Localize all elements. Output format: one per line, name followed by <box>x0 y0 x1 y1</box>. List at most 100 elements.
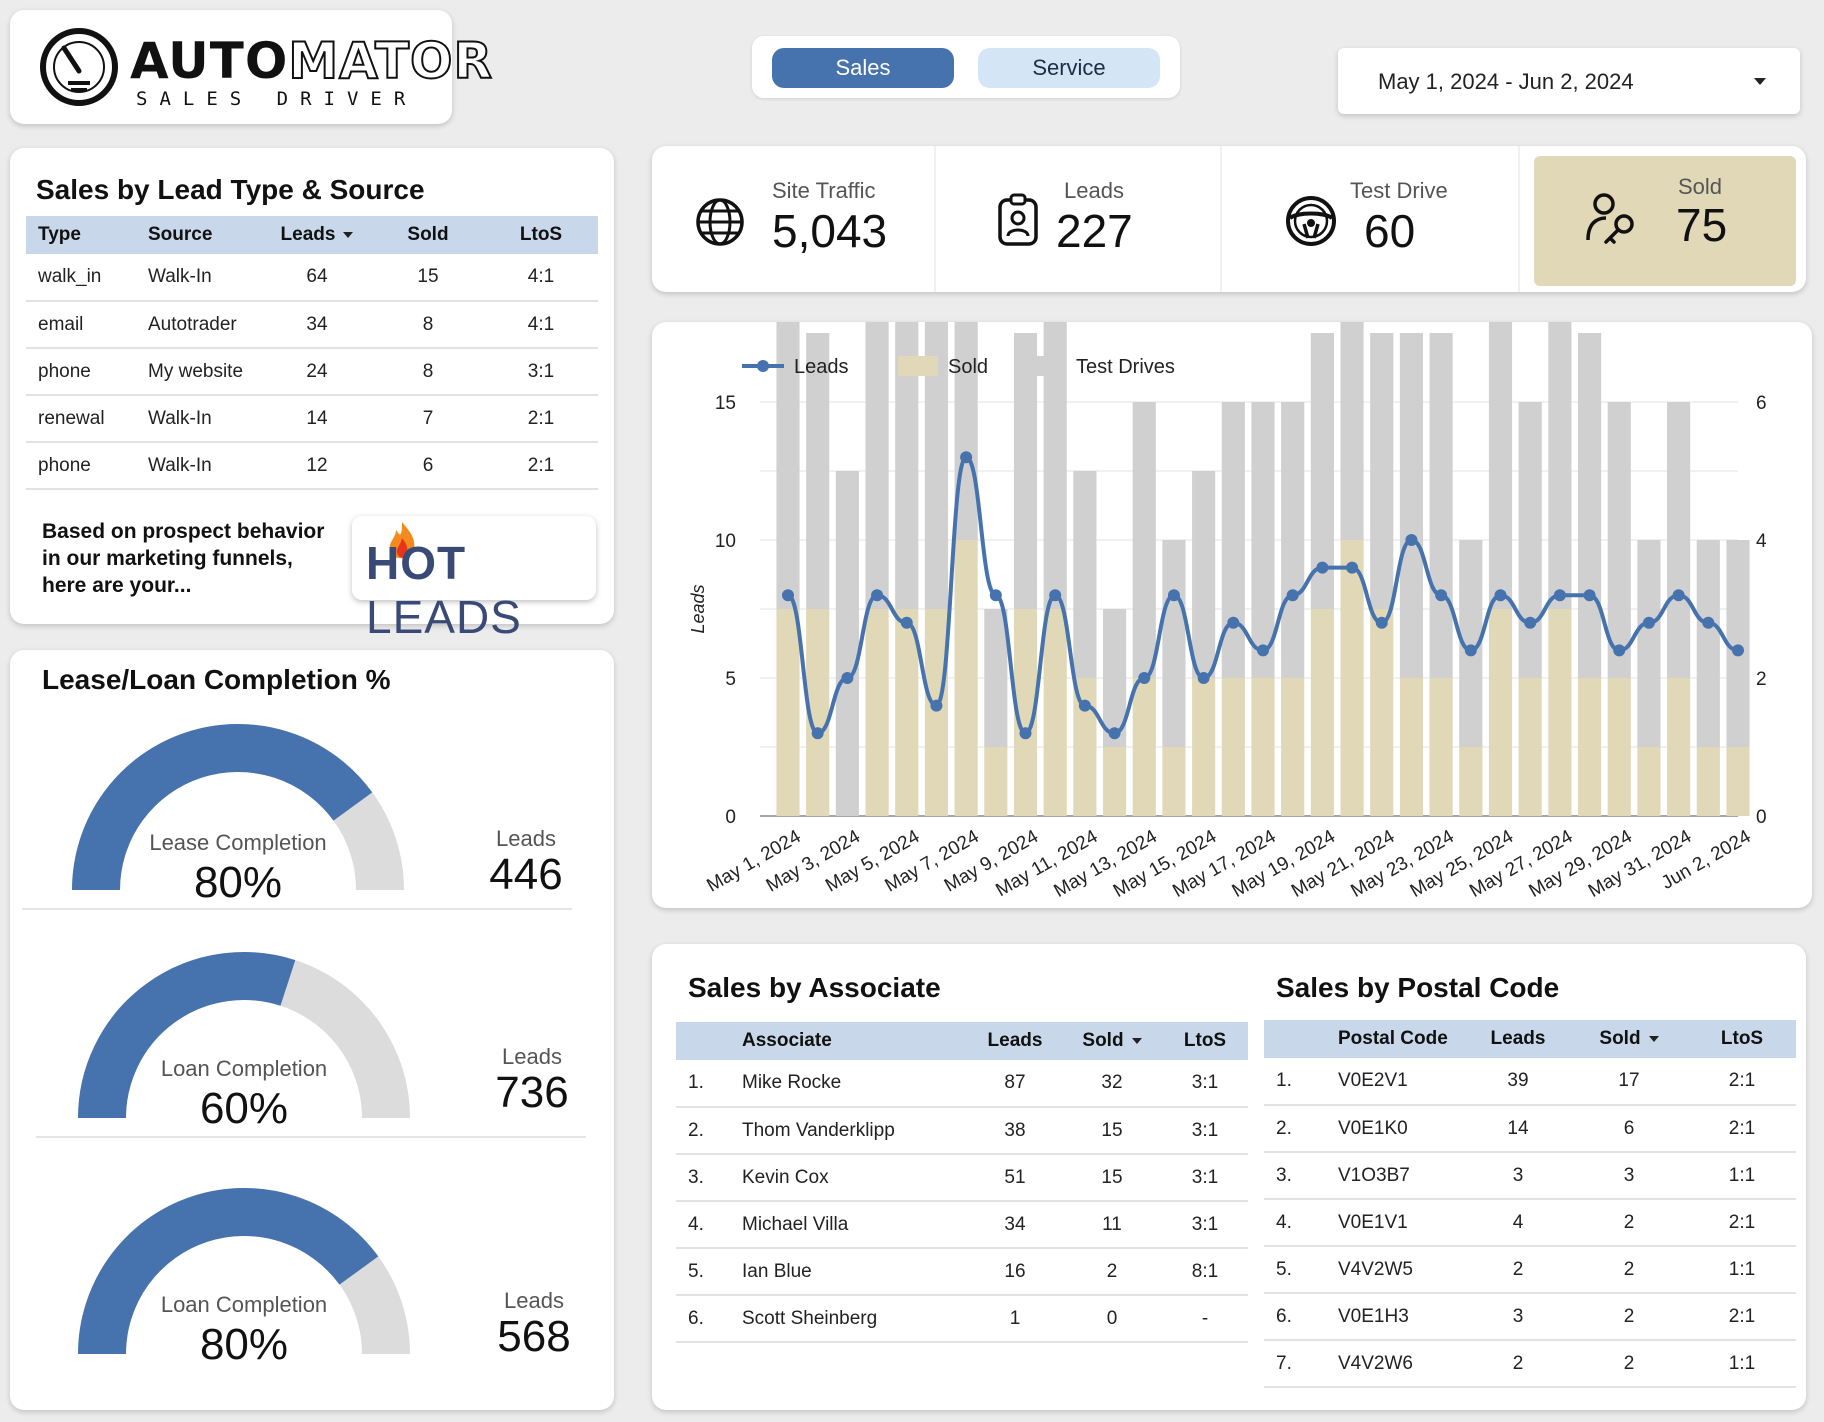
hot-leads-button[interactable]: HOT LEADS <box>352 516 596 643</box>
table-cell: 6 <box>1570 1105 1688 1153</box>
date-range-selector[interactable]: May 1, 2024 - Jun 2, 2024 <box>1338 48 1800 114</box>
bar-test-drives <box>1162 540 1186 747</box>
table-cell: V0E1K0 <box>1326 1105 1466 1153</box>
gauge-label-loan-2: Loan Completion <box>160 1292 328 1317</box>
bar-sold <box>1696 747 1720 816</box>
gauge-leads-label-3: Leads <box>504 1288 564 1313</box>
bar-test-drives <box>1667 402 1691 678</box>
table-row[interactable]: 7. V4V2W6 2 2 1:1 <box>1264 1340 1796 1388</box>
table-cell: 2 <box>1570 1340 1688 1388</box>
table-row[interactable]: 2. V0E1K0 14 6 2:1 <box>1264 1105 1796 1153</box>
table-row[interactable]: 4. V0E1V1 4 2 2:1 <box>1264 1199 1796 1247</box>
column-header-ltos[interactable]: LtoS <box>1162 1022 1248 1060</box>
table-cell: 4 <box>1466 1199 1570 1247</box>
table-row[interactable]: renewal Walk-In 14 7 2:1 <box>26 395 598 443</box>
column-header-postal-code[interactable]: Postal Code <box>1326 1020 1466 1058</box>
table-row[interactable]: 2. Thom Vanderklipp 38 15 3:1 <box>676 1107 1248 1155</box>
table-row[interactable]: 6. Scott Sheinberg 1 0- <box>676 1295 1248 1343</box>
table-cell: 51 <box>968 1154 1062 1202</box>
table-cell: 39 <box>1466 1058 1570 1106</box>
sales-breakdown-card: Sales by Associate Associate Leads Sold … <box>652 944 1806 1410</box>
column-header-ltos[interactable]: LtoS <box>1688 1020 1796 1058</box>
sort-desc-icon[interactable] <box>1648 1035 1659 1042</box>
table-cell: 3:1 <box>1162 1201 1248 1249</box>
gauges-title: Lease/Loan Completion % <box>42 664 391 695</box>
y-tick-label-right: 4 <box>1756 531 1767 552</box>
column-header-type[interactable]: Type <box>26 216 136 254</box>
column-header-leads[interactable]: Leads <box>968 1022 1062 1060</box>
table-row[interactable]: phone My website 24 8 3:1 <box>26 348 598 396</box>
bar-test-drives <box>1251 402 1275 678</box>
table-cell: 4. <box>1264 1199 1326 1247</box>
bar-test-drives <box>1043 322 1067 609</box>
table-cell: 4:1 <box>484 301 598 349</box>
bar-sold <box>806 609 830 816</box>
legend-label-test-drives: Test Drives <box>1076 356 1175 378</box>
bar-test-drives <box>1399 333 1424 678</box>
bar-test-drives <box>1281 402 1305 678</box>
table-row[interactable]: 5. V4V2W5 2 2 1:1 <box>1264 1246 1796 1294</box>
kpi-card: Site Traffic 5,043 Leads 227 Test Drive … <box>652 146 1806 292</box>
table-row[interactable]: phone Walk-In 12 6 2:1 <box>26 442 598 490</box>
column-header-leads[interactable]: Leads <box>262 216 372 254</box>
column-header-leads[interactable]: Leads <box>1466 1020 1570 1058</box>
table-cell: 2:1 <box>1688 1293 1796 1341</box>
table-cell: 4. <box>676 1201 730 1249</box>
tab-service[interactable]: Service <box>978 48 1160 88</box>
table-cell: 2 <box>1466 1246 1570 1294</box>
bar-sold <box>776 609 800 816</box>
point-leads <box>1613 644 1626 657</box>
sort-desc-icon[interactable] <box>1131 1037 1142 1044</box>
y-tick-label-left: 15 <box>715 393 736 414</box>
point-leads <box>1494 589 1507 602</box>
table-row[interactable]: 5. Ian Blue 16 2 8:1 <box>676 1248 1248 1296</box>
column-header-ltos[interactable]: LtoS <box>484 216 598 254</box>
column-header-associate[interactable]: Associate <box>730 1022 968 1060</box>
bar-sold <box>1459 747 1483 816</box>
date-range-value: May 1, 2024 - Jun 2, 2024 <box>1378 69 1634 94</box>
table-cell: 32 <box>1062 1060 1162 1108</box>
table-cell: 16 <box>968 1248 1062 1296</box>
table-row[interactable]: 1. V0E2V1 39 17 2:1 <box>1264 1058 1796 1106</box>
bar-test-drives <box>1340 322 1364 540</box>
point-leads <box>1405 534 1418 546</box>
table-row[interactable]: 6. V0E1H3 3 2 2:1 <box>1264 1293 1796 1341</box>
column-header-sold[interactable]: Sold <box>372 216 484 254</box>
table-cell: 2 <box>1570 1199 1688 1247</box>
point-leads <box>1672 589 1685 602</box>
table-row[interactable]: 4. Michael Villa 34 11 3:1 <box>676 1201 1248 1249</box>
table-row[interactable]: email Autotrader 34 8 4:1 <box>26 301 598 349</box>
table-row[interactable]: 3. V1O3B7 3 3 1:1 <box>1264 1152 1796 1200</box>
y-tick-label-left: 0 <box>725 807 736 828</box>
steering-wheel-icon <box>1286 196 1336 246</box>
table-cell: 12 <box>262 442 372 490</box>
bar-sold <box>1073 678 1097 816</box>
column-header-sold[interactable]: Sold <box>1570 1020 1688 1058</box>
y-axis-title: Leads <box>688 584 708 633</box>
table-cell: 7. <box>1264 1340 1326 1388</box>
table-cell: V4V2W6 <box>1326 1340 1466 1388</box>
point-leads <box>841 672 854 684</box>
table-row[interactable]: 3. Kevin Cox 51 15 3:1 <box>676 1154 1248 1202</box>
kpi-value-site-traffic: 5,043 <box>772 205 888 257</box>
point-leads <box>1227 616 1240 629</box>
bar-sold <box>865 609 889 816</box>
table-cell: walk_in <box>26 254 136 302</box>
bar-sold <box>1102 747 1127 816</box>
bar-sold <box>1192 678 1216 816</box>
table-row[interactable]: walk_in Walk-In 64 15 4:1 <box>26 254 598 302</box>
tab-sales[interactable]: Sales <box>772 48 954 88</box>
dropdown-caret-icon[interactable] <box>1754 78 1766 85</box>
table-cell: 34 <box>968 1201 1062 1249</box>
table-cell: 2 <box>1466 1340 1570 1388</box>
bar-sold <box>1637 747 1661 816</box>
table-row[interactable]: 1. Mike Rocke 87 32 3:1 <box>676 1060 1248 1108</box>
gauge-fill <box>78 1188 379 1355</box>
sort-desc-icon[interactable] <box>343 231 354 238</box>
column-header-sold[interactable]: Sold <box>1062 1022 1162 1060</box>
point-leads <box>900 616 913 629</box>
table-cell: 38 <box>968 1107 1062 1155</box>
table-cell: 3 <box>1466 1152 1570 1200</box>
table-cell: V1O3B7 <box>1326 1152 1466 1200</box>
column-header-source[interactable]: Source <box>136 216 262 254</box>
